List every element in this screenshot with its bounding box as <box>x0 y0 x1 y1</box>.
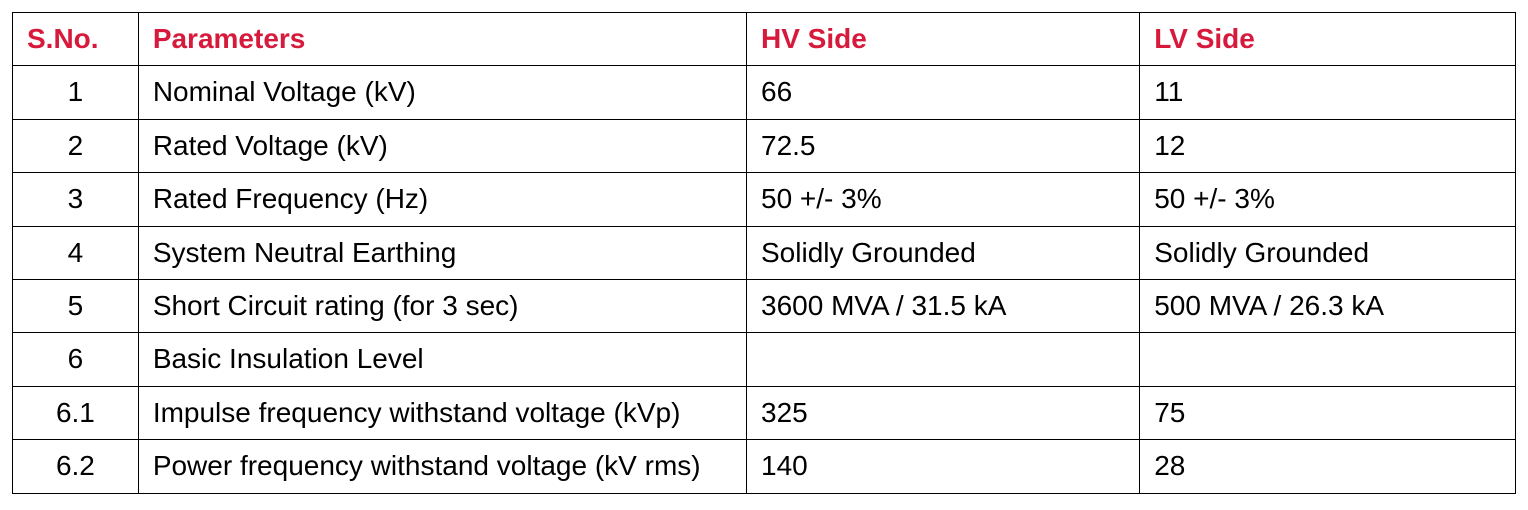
cell-parameter: Power frequency withstand voltage (kV rm… <box>138 440 746 493</box>
table-row: 6.1 Impulse frequency withstand voltage … <box>13 386 1516 439</box>
header-sno: S.No. <box>13 13 139 66</box>
parameters-table: S.No. Parameters HV Side LV Side 1 Nomin… <box>12 12 1516 494</box>
cell-lv: 500 MVA / 26.3 kA <box>1140 279 1516 332</box>
header-hv-side: HV Side <box>747 13 1140 66</box>
cell-sno: 6 <box>13 333 139 386</box>
cell-sno: 2 <box>13 119 139 172</box>
cell-sno: 5 <box>13 279 139 332</box>
cell-hv: 3600 MVA / 31.5 kA <box>747 279 1140 332</box>
table-row: 1 Nominal Voltage (kV) 66 11 <box>13 66 1516 119</box>
cell-parameter: Short Circuit rating (for 3 sec) <box>138 279 746 332</box>
table-header: S.No. Parameters HV Side LV Side <box>13 13 1516 66</box>
cell-hv: 66 <box>747 66 1140 119</box>
header-parameters: Parameters <box>138 13 746 66</box>
table-row: 6.2 Power frequency withstand voltage (k… <box>13 440 1516 493</box>
cell-parameter: Nominal Voltage (kV) <box>138 66 746 119</box>
cell-sno: 6.2 <box>13 440 139 493</box>
cell-lv: 50 +/- 3% <box>1140 173 1516 226</box>
cell-lv: Solidly Grounded <box>1140 226 1516 279</box>
cell-parameter: Basic Insulation Level <box>138 333 746 386</box>
cell-parameter: Rated Voltage (kV) <box>138 119 746 172</box>
table-row: 2 Rated Voltage (kV) 72.5 12 <box>13 119 1516 172</box>
cell-lv: 28 <box>1140 440 1516 493</box>
cell-hv: Solidly Grounded <box>747 226 1140 279</box>
cell-hv: 325 <box>747 386 1140 439</box>
cell-hv: 140 <box>747 440 1140 493</box>
cell-sno: 3 <box>13 173 139 226</box>
cell-hv: 50 +/- 3% <box>747 173 1140 226</box>
cell-sno: 1 <box>13 66 139 119</box>
table-row: 3 Rated Frequency (Hz) 50 +/- 3% 50 +/- … <box>13 173 1516 226</box>
cell-lv: 12 <box>1140 119 1516 172</box>
cell-lv: 75 <box>1140 386 1516 439</box>
cell-parameter: Rated Frequency (Hz) <box>138 173 746 226</box>
cell-lv <box>1140 333 1516 386</box>
cell-lv: 11 <box>1140 66 1516 119</box>
cell-sno: 4 <box>13 226 139 279</box>
cell-parameter: Impulse frequency withstand voltage (kVp… <box>138 386 746 439</box>
cell-sno: 6.1 <box>13 386 139 439</box>
cell-hv <box>747 333 1140 386</box>
table-row: 5 Short Circuit rating (for 3 sec) 3600 … <box>13 279 1516 332</box>
cell-parameter: System Neutral Earthing <box>138 226 746 279</box>
cell-hv: 72.5 <box>747 119 1140 172</box>
table-row: 6 Basic Insulation Level <box>13 333 1516 386</box>
header-lv-side: LV Side <box>1140 13 1516 66</box>
table-row: 4 System Neutral Earthing Solidly Ground… <box>13 226 1516 279</box>
table-body: 1 Nominal Voltage (kV) 66 11 2 Rated Vol… <box>13 66 1516 493</box>
table-header-row: S.No. Parameters HV Side LV Side <box>13 13 1516 66</box>
